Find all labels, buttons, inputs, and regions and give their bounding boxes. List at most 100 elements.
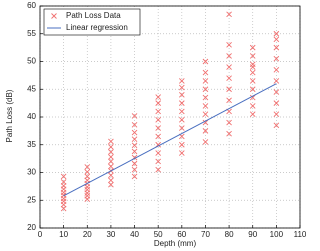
y-tick-label: 40 [27, 112, 36, 121]
data-point [108, 158, 114, 165]
data-point [178, 78, 185, 84]
x-tick-label: 80 [225, 230, 234, 239]
data-point [202, 111, 209, 118]
data-point [131, 136, 138, 143]
data-point [155, 100, 162, 106]
x-tick-label: 90 [248, 230, 257, 239]
data-point [249, 64, 256, 70]
y-tick-label: 20 [27, 223, 36, 232]
x-tick-label: 100 [270, 230, 284, 239]
data-point [108, 163, 114, 170]
data-point [131, 148, 138, 155]
data-point [155, 94, 162, 100]
y-tick-label: 60 [27, 1, 36, 10]
data-point [226, 75, 232, 81]
data-point [178, 91, 185, 98]
data-point [226, 53, 232, 59]
data-point [202, 78, 209, 84]
legend-label: Path Loss Data [66, 11, 121, 20]
x-tick-label: 50 [154, 230, 163, 239]
data-point [202, 128, 209, 134]
data-point [249, 86, 256, 93]
data-point [202, 86, 209, 93]
data-point [202, 119, 209, 126]
legend-marker [51, 13, 57, 19]
data-point [273, 78, 280, 84]
data-point [226, 11, 232, 18]
data-point [131, 129, 138, 136]
data-point [273, 122, 280, 129]
x-tick-label: 10 [59, 230, 68, 239]
x-tick-label: 20 [83, 230, 92, 239]
data-point [273, 111, 280, 118]
data-point [155, 150, 162, 156]
x-tick-label: 60 [177, 230, 186, 239]
data-point [108, 149, 114, 155]
x-tick-label: 40 [130, 230, 139, 239]
data-point [273, 30, 280, 37]
data-point [131, 121, 138, 128]
data-point [84, 164, 91, 170]
data-point [84, 192, 91, 199]
data-point [131, 166, 138, 173]
data-point [131, 142, 138, 149]
x-axis-label: Depth (mm) [154, 239, 197, 248]
data-point [273, 55, 280, 62]
data-point [249, 103, 256, 109]
y-tick-label: 55 [27, 29, 36, 38]
data-point [226, 64, 232, 70]
data-point [226, 42, 232, 48]
data-point [155, 116, 162, 123]
data-point [178, 84, 185, 91]
data-point [202, 69, 209, 76]
data-point [226, 130, 232, 137]
data-point [155, 133, 162, 140]
data-point [178, 125, 185, 131]
data-point [273, 67, 280, 73]
data-point [178, 108, 185, 115]
x-tick-label: 110 [294, 230, 307, 239]
data-point [155, 108, 162, 115]
data-point [60, 179, 67, 185]
data-point [273, 89, 280, 95]
data-point [108, 154, 114, 160]
data-point [178, 116, 185, 123]
data-point [202, 139, 209, 145]
data-point [249, 44, 256, 51]
data-point [273, 44, 280, 51]
data-point [108, 177, 114, 184]
data-point [108, 172, 114, 179]
y-tick-label: 50 [27, 57, 36, 66]
regression-line [63, 83, 277, 197]
data-point [249, 111, 256, 118]
data-point [155, 166, 162, 173]
data-point [249, 94, 256, 101]
data-point [249, 53, 256, 59]
y-tick-label: 35 [27, 140, 36, 149]
data-point [60, 173, 67, 180]
data-point [178, 150, 185, 156]
chart: Depth (mm) Path Loss (dB) 0 10 20 30 40 50 60 7… [5, 1, 307, 248]
data-point [84, 169, 91, 175]
data-point [202, 94, 209, 101]
data-point [131, 160, 138, 167]
data-point [273, 36, 280, 43]
data-point [178, 100, 185, 106]
data-point [202, 103, 209, 109]
data-point [60, 198, 67, 205]
data-point [155, 158, 162, 165]
data-point [84, 173, 91, 180]
plot-frame [39, 5, 301, 229]
y-tick-label: 30 [27, 168, 36, 177]
y-tick-label: 45 [27, 84, 36, 93]
data-point [131, 173, 138, 180]
data-point [131, 113, 138, 119]
data-point [202, 58, 209, 65]
data-point [108, 144, 114, 150]
data-point [273, 100, 280, 106]
data-point [155, 125, 162, 131]
data-point [84, 186, 91, 193]
data-point [108, 138, 114, 145]
data-point [108, 181, 114, 188]
